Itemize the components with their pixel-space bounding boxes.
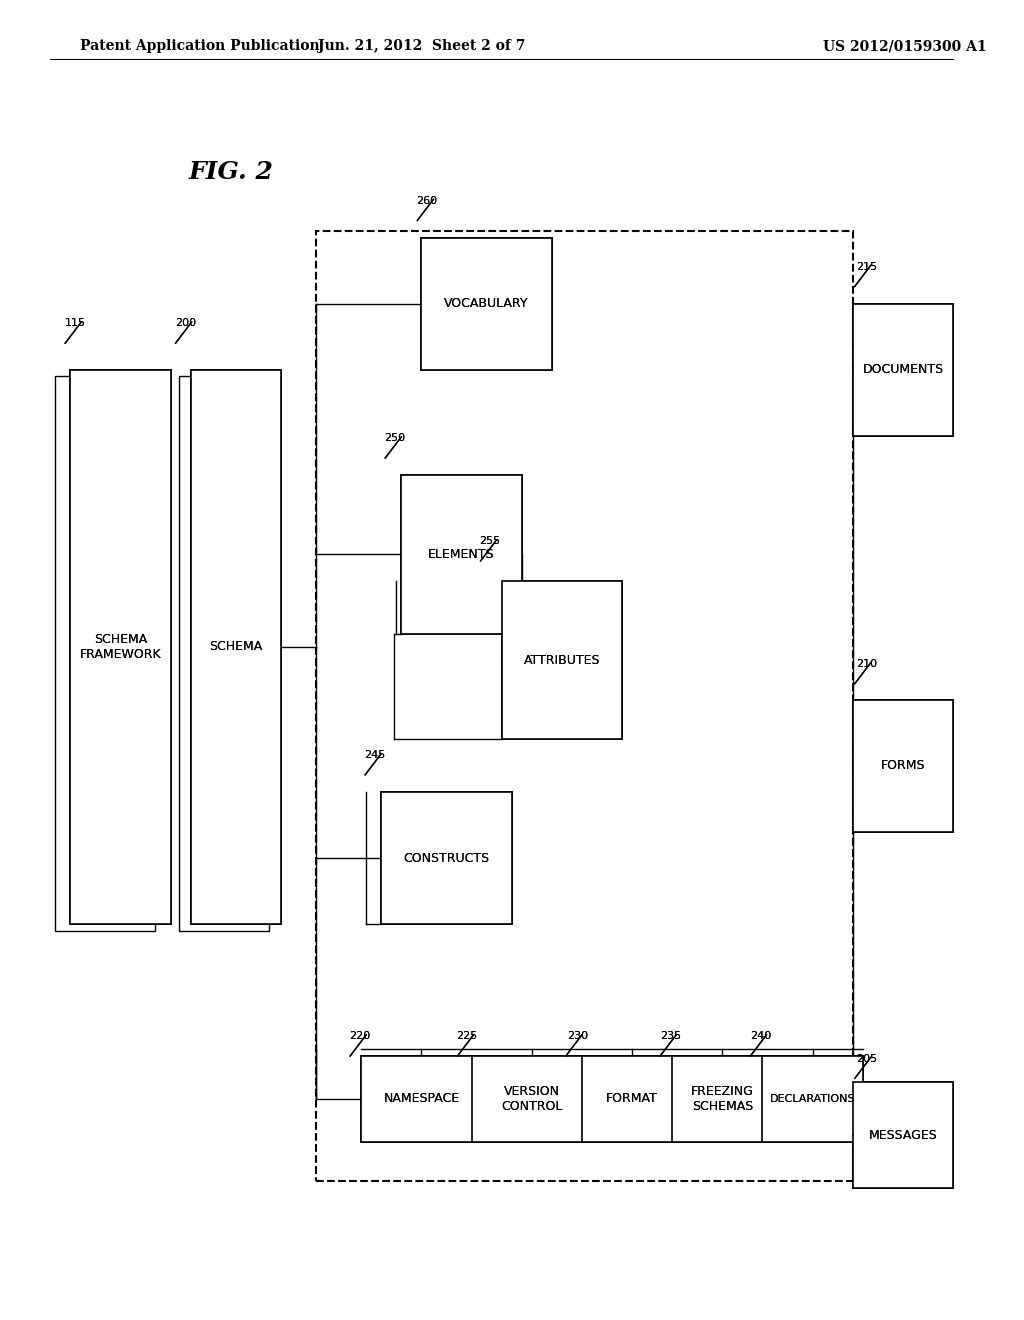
Text: DECLARATIONS: DECLARATIONS [770, 1094, 855, 1104]
Text: 230: 230 [567, 1031, 588, 1041]
Text: NAMESPACE: NAMESPACE [383, 1093, 460, 1105]
Text: Patent Application Publication: Patent Application Publication [80, 40, 319, 53]
Text: 235: 235 [660, 1031, 681, 1041]
Text: SCHEMA
FRAMEWORK: SCHEMA FRAMEWORK [80, 632, 161, 661]
Text: 200: 200 [175, 318, 197, 329]
FancyBboxPatch shape [582, 1056, 682, 1142]
Text: 210: 210 [856, 659, 877, 669]
FancyBboxPatch shape [853, 700, 953, 832]
FancyBboxPatch shape [763, 1056, 863, 1142]
FancyBboxPatch shape [316, 231, 853, 1181]
FancyBboxPatch shape [381, 792, 512, 924]
FancyBboxPatch shape [190, 370, 281, 924]
FancyBboxPatch shape [853, 304, 953, 436]
FancyBboxPatch shape [71, 370, 171, 924]
FancyBboxPatch shape [471, 1056, 592, 1142]
FancyBboxPatch shape [763, 1056, 863, 1142]
Text: VOCABULARY: VOCABULARY [444, 297, 528, 310]
Text: 115: 115 [66, 318, 86, 329]
Text: VERSION
CONTROL: VERSION CONTROL [501, 1085, 562, 1113]
Text: FIG. 2: FIG. 2 [188, 160, 273, 183]
Text: 245: 245 [365, 750, 385, 760]
FancyBboxPatch shape [672, 1056, 772, 1142]
Text: 235: 235 [660, 1031, 681, 1041]
Text: 210: 210 [856, 659, 877, 669]
Text: 225: 225 [457, 1031, 478, 1041]
FancyBboxPatch shape [471, 1056, 592, 1142]
FancyBboxPatch shape [421, 238, 552, 370]
Text: 115: 115 [66, 318, 86, 329]
Text: CONSTRUCTS: CONSTRUCTS [403, 851, 489, 865]
Text: FORMS: FORMS [881, 759, 925, 772]
Text: FORMAT: FORMAT [606, 1093, 657, 1105]
Text: 205: 205 [856, 1053, 877, 1064]
Text: ELEMENTS: ELEMENTS [428, 548, 495, 561]
Text: FREEZING
SCHEMAS: FREEZING SCHEMAS [691, 1085, 754, 1113]
Text: 205: 205 [856, 1053, 877, 1064]
FancyBboxPatch shape [381, 792, 512, 924]
FancyBboxPatch shape [582, 1056, 682, 1142]
FancyBboxPatch shape [361, 1056, 481, 1142]
Text: 220: 220 [349, 1031, 371, 1041]
Text: FORMS: FORMS [881, 759, 925, 772]
Text: 260: 260 [417, 195, 437, 206]
Text: SCHEMA: SCHEMA [209, 640, 262, 653]
FancyBboxPatch shape [401, 475, 521, 634]
Text: 240: 240 [751, 1031, 772, 1041]
Text: 220: 220 [349, 1031, 371, 1041]
Text: FREEZING
SCHEMAS: FREEZING SCHEMAS [691, 1085, 754, 1113]
Text: Jun. 21, 2012  Sheet 2 of 7: Jun. 21, 2012 Sheet 2 of 7 [317, 40, 525, 53]
FancyBboxPatch shape [421, 238, 552, 370]
Text: 240: 240 [751, 1031, 772, 1041]
Text: 215: 215 [856, 261, 877, 272]
Text: DECLARATIONS: DECLARATIONS [770, 1094, 855, 1104]
Text: 245: 245 [365, 750, 385, 760]
Text: 260: 260 [417, 195, 437, 206]
Text: 225: 225 [457, 1031, 478, 1041]
Text: ATTRIBUTES: ATTRIBUTES [523, 653, 600, 667]
Text: DOCUMENTS: DOCUMENTS [862, 363, 943, 376]
Text: 255: 255 [479, 536, 501, 546]
FancyBboxPatch shape [853, 1082, 953, 1188]
FancyBboxPatch shape [853, 700, 953, 832]
Text: MESSAGES: MESSAGES [868, 1129, 937, 1142]
Text: SCHEMA: SCHEMA [209, 640, 262, 653]
Text: CONSTRUCTS: CONSTRUCTS [403, 851, 489, 865]
FancyBboxPatch shape [178, 376, 269, 931]
FancyBboxPatch shape [502, 581, 622, 739]
Text: SCHEMA
FRAMEWORK: SCHEMA FRAMEWORK [80, 632, 161, 661]
Text: 250: 250 [384, 433, 406, 444]
FancyBboxPatch shape [361, 1056, 481, 1142]
FancyBboxPatch shape [672, 1056, 772, 1142]
FancyBboxPatch shape [853, 304, 953, 436]
FancyBboxPatch shape [190, 370, 281, 924]
FancyBboxPatch shape [71, 370, 171, 924]
Text: MESSAGES: MESSAGES [868, 1129, 937, 1142]
Text: ELEMENTS: ELEMENTS [428, 548, 495, 561]
Text: 255: 255 [479, 536, 501, 546]
Text: NAMESPACE: NAMESPACE [383, 1093, 460, 1105]
Text: FORMAT: FORMAT [606, 1093, 657, 1105]
Text: US 2012/0159300 A1: US 2012/0159300 A1 [822, 40, 986, 53]
Text: DOCUMENTS: DOCUMENTS [862, 363, 943, 376]
FancyBboxPatch shape [502, 581, 622, 739]
Text: 230: 230 [567, 1031, 588, 1041]
Text: 200: 200 [175, 318, 197, 329]
FancyBboxPatch shape [401, 475, 521, 634]
FancyBboxPatch shape [853, 1082, 953, 1188]
Text: ATTRIBUTES: ATTRIBUTES [523, 653, 600, 667]
Text: VERSION
CONTROL: VERSION CONTROL [501, 1085, 562, 1113]
Text: VOCABULARY: VOCABULARY [444, 297, 528, 310]
FancyBboxPatch shape [55, 376, 156, 931]
Text: 250: 250 [384, 433, 406, 444]
Text: 215: 215 [856, 261, 877, 272]
